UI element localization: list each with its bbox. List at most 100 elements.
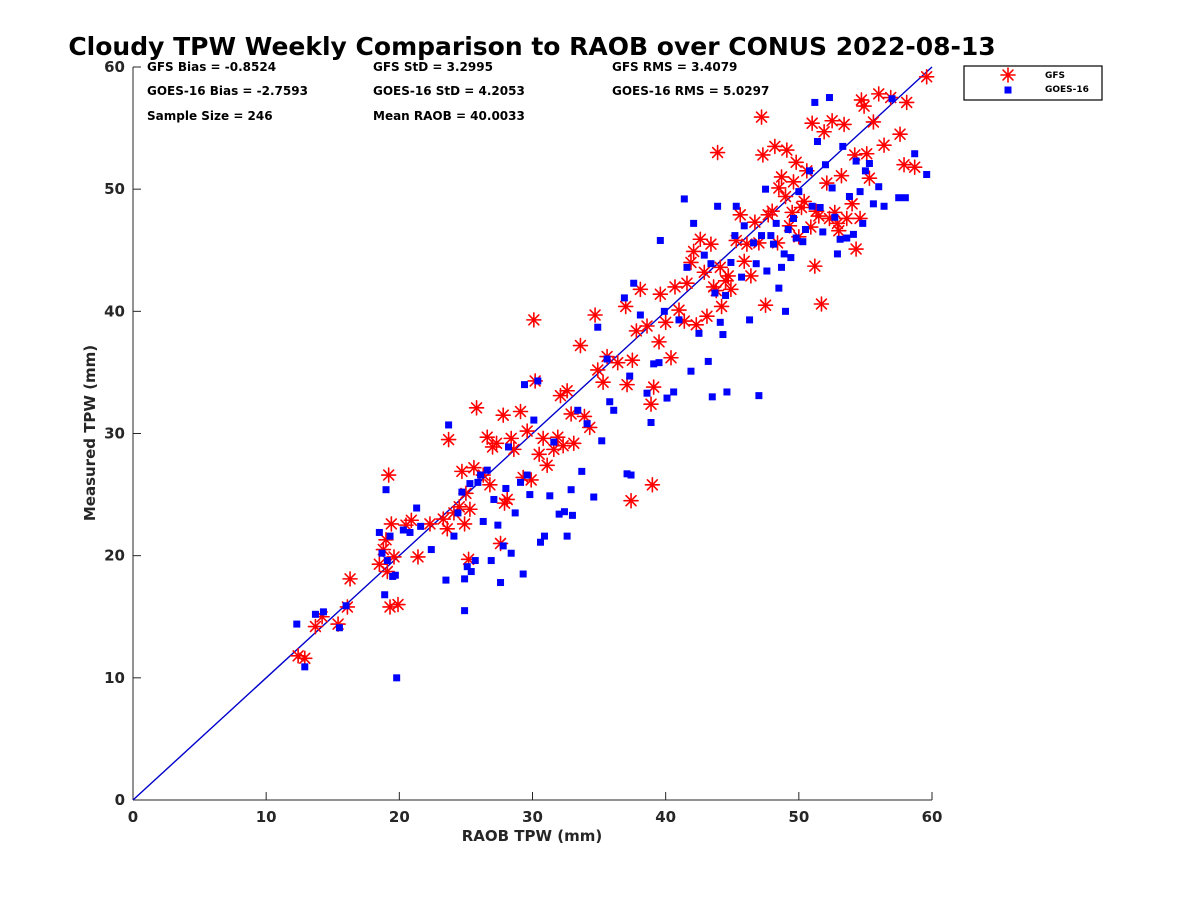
goes-16-point (381, 591, 389, 599)
gfs-point (454, 463, 470, 480)
goes-16-point (792, 234, 800, 242)
goes-16-point (772, 219, 780, 227)
goes-16-point (707, 260, 715, 268)
goes-16-point (521, 381, 529, 389)
goes-16-point (474, 478, 482, 486)
goes-16-point (643, 389, 651, 397)
goes-16-point (787, 254, 795, 262)
goes-16-point (763, 267, 771, 275)
gfs-point (865, 114, 882, 130)
goes-16-point (852, 157, 860, 165)
goes-16-point (716, 318, 724, 326)
goes-16-point (808, 202, 816, 210)
goes-16-point (775, 284, 783, 292)
goes-16-point (831, 213, 839, 221)
goes-16-point (507, 549, 515, 557)
goes-16-point (505, 443, 513, 451)
goes-16-point (523, 471, 531, 479)
gfs-point (856, 98, 872, 114)
goes-16-point (574, 406, 582, 414)
goes-16-point (466, 480, 474, 488)
x-tick-label: 20 (389, 808, 410, 826)
x-tick-label: 30 (522, 808, 543, 826)
legend-goes-16-glyph (1004, 86, 1012, 94)
gfs-point (743, 268, 759, 284)
gfs-point (858, 145, 875, 162)
goes-16-point (675, 316, 683, 324)
gfs-point (456, 516, 473, 532)
gfs-point (713, 298, 730, 315)
gfs-point (679, 275, 695, 292)
goes-16-point (546, 492, 554, 500)
gfs-point (451, 498, 468, 515)
goes-16-point (752, 260, 760, 268)
x-tick-label: 0 (128, 808, 138, 826)
y-tick-label: 50 (104, 180, 125, 198)
goes-16-point (722, 291, 730, 299)
gfs-point (688, 316, 705, 333)
goes-16-point (427, 546, 435, 554)
stat-sample-size: Sample Size = 246 (147, 109, 273, 123)
goes-16-point (526, 491, 534, 499)
gfs-point (796, 193, 812, 210)
goes-16-point (795, 188, 803, 196)
goes-16-point (467, 568, 475, 576)
gfs-point (906, 159, 923, 175)
stat-gfs-rms: GFS RMS = 3.4079 (612, 60, 737, 74)
gfs-point (807, 258, 823, 274)
x-tick-label: 40 (655, 808, 676, 826)
gfs-point (816, 123, 832, 140)
goes-16-point (723, 388, 731, 396)
goes-16-point (519, 570, 527, 578)
gfs-point (495, 407, 512, 423)
goes-16-point (714, 202, 722, 210)
goes-16-point (386, 532, 394, 540)
goes-16-point (487, 557, 495, 565)
goes-16-point (687, 367, 695, 375)
gfs-point (757, 297, 774, 314)
gfs-point (342, 571, 358, 587)
gfs-point (699, 308, 715, 325)
y-tick-label: 30 (104, 425, 125, 443)
gfs-point (499, 491, 515, 508)
goes-16-point (378, 549, 386, 557)
goes-16-point (799, 238, 807, 246)
gfs-point (685, 243, 702, 260)
gfs-point (652, 286, 669, 303)
goes-16-point (647, 419, 655, 427)
legend-goes-16-label: GOES-16 (1045, 85, 1089, 95)
gfs-point (462, 501, 478, 518)
gfs-point (565, 435, 582, 452)
goes-16-point (782, 307, 790, 315)
gfs-point (519, 423, 535, 439)
gfs-point (422, 516, 438, 532)
goes-16-point (490, 495, 498, 503)
goes-16-point (746, 316, 754, 324)
goes-16-point (550, 438, 558, 446)
goes-16-point (828, 184, 836, 192)
stat-gfs-bias: GFS Bias = -0.8524 (147, 60, 276, 74)
goes-16-point (606, 398, 614, 406)
goes-16-point (502, 484, 510, 492)
goes-16-point (865, 160, 873, 168)
goes-16-point (901, 194, 909, 202)
gfs-point (624, 352, 641, 369)
goes-16-point (670, 388, 678, 396)
gfs-point (523, 472, 539, 488)
goes-16-point (833, 250, 841, 258)
goes-16-point (598, 437, 606, 445)
goes-16-point (461, 607, 469, 615)
gfs-point (777, 188, 794, 205)
x-axis-label: RAOB TPW (mm) (462, 827, 603, 845)
stat-mean-raob: Mean RAOB = 40.0033 (373, 109, 525, 123)
goes-16-point (813, 138, 821, 146)
gfs-point (692, 231, 709, 248)
goes-16-point (530, 416, 538, 424)
chart-title: Cloudy TPW Weekly Comparison to RAOB ove… (68, 32, 995, 61)
goes-16-point (382, 486, 390, 494)
stat-goes-rms: GOES-16 RMS = 5.0297 (612, 84, 769, 98)
goes-16-point (861, 167, 869, 175)
gfs-point (785, 174, 802, 190)
gfs-point (572, 337, 589, 354)
goes-16-point (301, 663, 309, 671)
